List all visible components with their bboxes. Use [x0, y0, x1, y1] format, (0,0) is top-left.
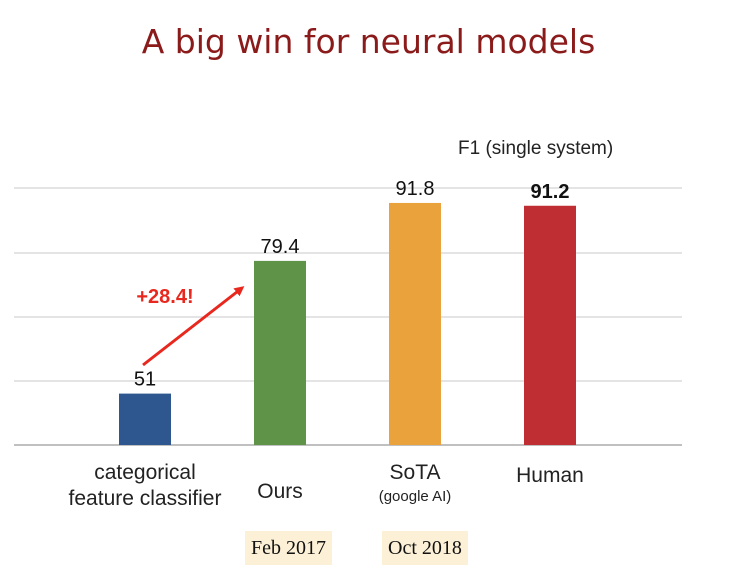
category-label-line: Ours — [257, 480, 303, 503]
category-label-line: categorical — [94, 461, 196, 484]
gridlines — [14, 187, 682, 446]
value-label: 91.2 — [531, 181, 570, 203]
category-label-line: SoTA — [389, 461, 441, 484]
value-label: 91.8 — [396, 178, 435, 200]
improvement-label: +28.4! — [136, 286, 193, 308]
bar — [119, 393, 171, 445]
chart-title: A big win for neural models — [141, 22, 596, 61]
category-sublabel: (google AI) — [378, 488, 452, 505]
category-label-line: feature classifier — [68, 487, 222, 510]
value-label: 51 — [134, 369, 156, 391]
metric-label: F1 (single system) — [458, 138, 614, 159]
category-label-line: Human — [516, 464, 584, 487]
category-label: Human — [455, 463, 645, 489]
improvement-arrow — [142, 286, 245, 367]
value-labels: 51 79.4 91.8 91.2 — [134, 178, 570, 391]
date-badge-ours: Feb 2017 — [245, 531, 332, 565]
value-label: 79.4 — [261, 236, 300, 258]
bar — [254, 260, 306, 445]
category-label: categorical feature classifier — [50, 460, 240, 512]
category-label: Ours — [185, 479, 375, 505]
bars — [119, 202, 576, 445]
bar — [389, 202, 441, 445]
improvement-annotation: +28.4! — [136, 286, 245, 367]
date-badge-sota: Oct 2018 — [382, 531, 468, 565]
bar — [524, 205, 576, 445]
category-label: SoTA (google AI) — [320, 460, 510, 506]
